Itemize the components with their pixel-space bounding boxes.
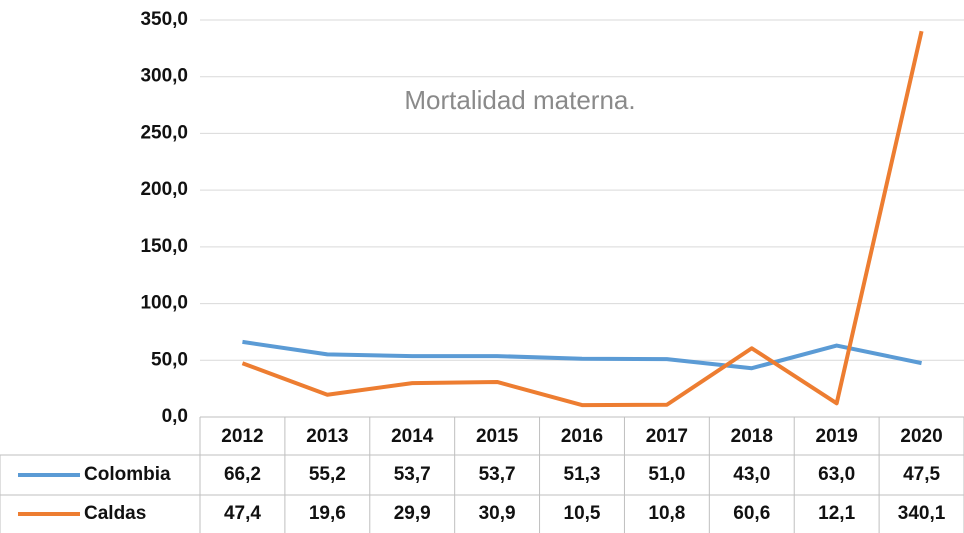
table-value: 63,0	[818, 464, 855, 485]
x-tick-label: 2019	[816, 426, 858, 447]
table-value: 60,6	[733, 503, 770, 524]
table-value: 340,1	[898, 503, 946, 524]
table-value: 53,7	[479, 464, 516, 485]
table-value: 43,0	[733, 464, 770, 485]
table-value: 12,1	[818, 503, 855, 524]
table-value: 30,9	[479, 503, 516, 524]
x-tick-label: 2014	[391, 426, 434, 447]
x-tick-label: 2015	[476, 426, 519, 447]
table-value: 47,5	[903, 464, 940, 485]
x-tick-label: 2018	[731, 426, 773, 447]
y-tick-label: 50,0	[151, 349, 188, 370]
legend-label: Caldas	[84, 503, 146, 524]
series-line	[242, 339, 922, 371]
y-tick-label: 300,0	[140, 66, 188, 87]
table-value: 51,0	[648, 464, 685, 485]
y-tick-label: 0,0	[162, 406, 188, 427]
y-tick-label: 250,0	[140, 122, 188, 143]
y-tick-label: 100,0	[140, 293, 188, 314]
y-tick-label: 200,0	[140, 179, 188, 200]
table-value: 29,9	[394, 503, 431, 524]
y-tick-label: 350,0	[140, 9, 188, 30]
table-value: 10,5	[564, 503, 601, 524]
table-value: 19,6	[309, 503, 346, 524]
table-value: 47,4	[224, 503, 261, 524]
series-line	[241, 30, 924, 408]
table-value: 51,3	[564, 464, 601, 485]
legend-label: Colombia	[84, 464, 171, 485]
x-tick-label: 2013	[306, 426, 348, 447]
x-tick-label: 2020	[900, 426, 942, 447]
x-tick-label: 2017	[646, 426, 688, 447]
chart-title: Mortalidad materna.	[404, 85, 635, 115]
table-value: 55,2	[309, 464, 346, 485]
y-tick-label: 150,0	[140, 236, 188, 257]
x-tick-label: 2016	[561, 426, 603, 447]
table-value: 53,7	[394, 464, 431, 485]
table-value: 10,8	[648, 503, 685, 524]
x-tick-label: 2012	[221, 426, 263, 447]
table-value: 66,2	[224, 464, 261, 485]
